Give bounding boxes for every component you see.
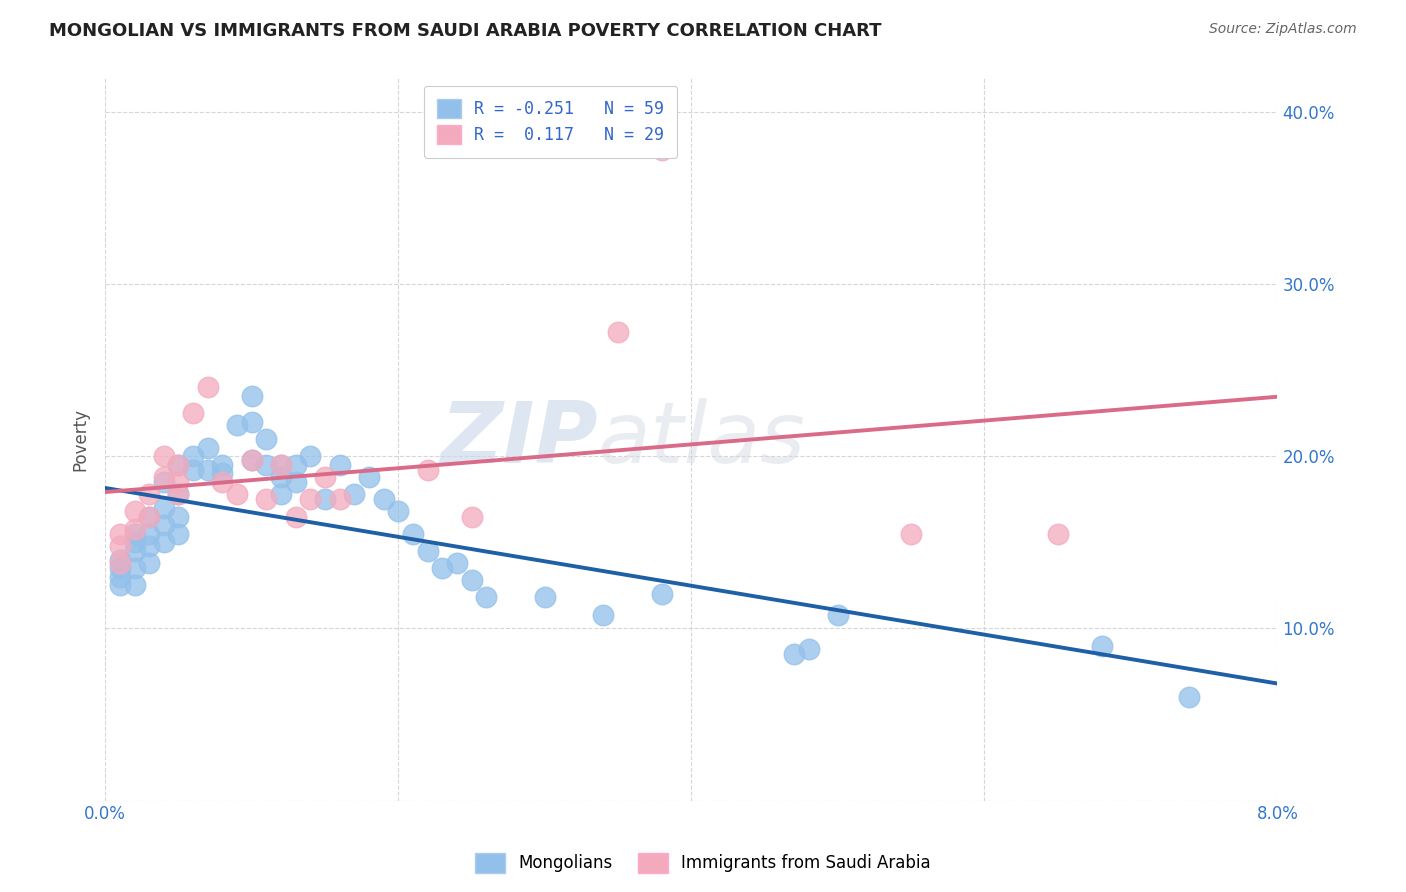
Text: MONGOLIAN VS IMMIGRANTS FROM SAUDI ARABIA POVERTY CORRELATION CHART: MONGOLIAN VS IMMIGRANTS FROM SAUDI ARABI… — [49, 22, 882, 40]
Point — [153, 475, 176, 489]
Point — [124, 578, 146, 592]
Point — [108, 570, 131, 584]
Point — [1046, 526, 1069, 541]
Point — [314, 470, 336, 484]
Point — [446, 556, 468, 570]
Point — [797, 642, 820, 657]
Point — [284, 509, 307, 524]
Point — [270, 487, 292, 501]
Point — [299, 449, 322, 463]
Point — [460, 573, 482, 587]
Point — [138, 526, 160, 541]
Point — [329, 492, 352, 507]
Point — [211, 458, 233, 472]
Point — [153, 470, 176, 484]
Point — [284, 475, 307, 489]
Point — [651, 587, 673, 601]
Point — [108, 526, 131, 541]
Point — [240, 415, 263, 429]
Text: Source: ZipAtlas.com: Source: ZipAtlas.com — [1209, 22, 1357, 37]
Point — [651, 143, 673, 157]
Point — [827, 607, 849, 622]
Point — [124, 535, 146, 549]
Text: atlas: atlas — [598, 398, 806, 481]
Legend: Mongolians, Immigrants from Saudi Arabia: Mongolians, Immigrants from Saudi Arabia — [468, 847, 938, 880]
Point — [254, 458, 277, 472]
Point — [138, 509, 160, 524]
Point — [108, 552, 131, 566]
Point — [475, 591, 498, 605]
Point — [783, 647, 806, 661]
Point — [108, 539, 131, 553]
Point — [181, 406, 204, 420]
Point — [124, 561, 146, 575]
Point — [211, 475, 233, 489]
Point — [226, 418, 249, 433]
Point — [108, 556, 131, 570]
Text: ZIP: ZIP — [440, 398, 598, 481]
Point — [299, 492, 322, 507]
Point — [153, 449, 176, 463]
Point — [138, 539, 160, 553]
Point — [343, 487, 366, 501]
Point — [254, 432, 277, 446]
Point — [124, 544, 146, 558]
Point — [197, 463, 219, 477]
Point — [138, 509, 160, 524]
Point — [167, 458, 190, 472]
Point — [387, 504, 409, 518]
Point — [153, 518, 176, 533]
Point — [197, 441, 219, 455]
Point — [240, 452, 263, 467]
Y-axis label: Poverty: Poverty — [72, 408, 89, 470]
Point — [1090, 639, 1112, 653]
Point — [314, 492, 336, 507]
Point — [416, 544, 439, 558]
Point — [167, 475, 190, 489]
Point — [124, 526, 146, 541]
Point — [1178, 690, 1201, 705]
Point — [432, 561, 454, 575]
Point — [124, 522, 146, 536]
Point — [270, 458, 292, 472]
Point — [270, 470, 292, 484]
Point — [153, 500, 176, 515]
Point — [357, 470, 380, 484]
Point — [402, 526, 425, 541]
Point — [181, 449, 204, 463]
Point — [167, 526, 190, 541]
Point — [240, 452, 263, 467]
Point — [226, 487, 249, 501]
Point — [373, 492, 395, 507]
Point — [460, 509, 482, 524]
Point — [533, 591, 555, 605]
Point — [270, 458, 292, 472]
Point — [900, 526, 922, 541]
Point — [284, 458, 307, 472]
Point — [592, 607, 614, 622]
Point — [329, 458, 352, 472]
Point — [197, 380, 219, 394]
Point — [108, 561, 131, 575]
Point — [211, 467, 233, 481]
Point — [167, 458, 190, 472]
Point — [138, 556, 160, 570]
Point — [138, 487, 160, 501]
Point — [167, 509, 190, 524]
Point — [416, 463, 439, 477]
Point — [240, 389, 263, 403]
Legend: R = -0.251   N = 59, R =  0.117   N = 29: R = -0.251 N = 59, R = 0.117 N = 29 — [425, 86, 678, 158]
Point — [108, 578, 131, 592]
Point — [607, 326, 630, 340]
Point — [167, 487, 190, 501]
Point — [153, 535, 176, 549]
Point — [254, 492, 277, 507]
Point — [124, 504, 146, 518]
Point — [181, 463, 204, 477]
Point — [167, 487, 190, 501]
